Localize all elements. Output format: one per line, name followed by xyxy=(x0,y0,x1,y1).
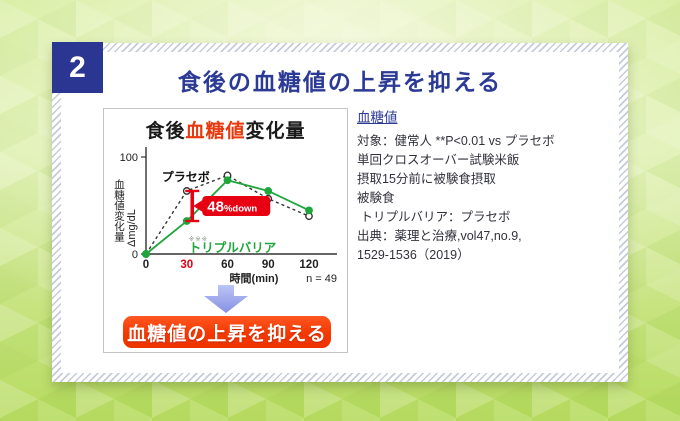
details-heading: 血糖値 xyxy=(357,110,398,125)
slide-card: 食後の血糖値の上昇を抑える 食後血糖値変化量 血糖値変化量 Δmg/dL 0 10… xyxy=(52,43,628,382)
x-tick-label: 90 xyxy=(262,259,275,271)
slide-number-badge: 2 xyxy=(52,42,103,93)
triplebarrier-point xyxy=(264,187,273,195)
placebo-line xyxy=(145,174,310,255)
y-tick-label: 100 xyxy=(120,152,138,164)
callout-badge xyxy=(202,195,271,216)
down-arrow-icon xyxy=(204,285,248,313)
line-chart: 0 100 0 30 60 90 120 時間(min) n = 49 プラセボ ※※※トリプルバリ… xyxy=(120,147,337,285)
detail-line: 出典：薬理と治療,vol47,no.9, xyxy=(357,229,522,243)
x-tick-label: 0 xyxy=(143,259,149,271)
chart-title: 食後血糖値変化量 xyxy=(104,116,347,143)
detail-line: 被験食 xyxy=(357,191,395,205)
x-tick-label: 30 xyxy=(180,259,193,271)
detail-line: 対象：健常人 **P<0.01 vs プラセボ xyxy=(357,134,555,148)
sample-size-label: n = 49 xyxy=(306,273,337,285)
study-details: 血糖値 対象：健常人 **P<0.01 vs プラセボ 単回クロスオーバー試験米… xyxy=(357,108,612,265)
callout-text: 48%down xyxy=(207,198,257,215)
triplebarrier-point xyxy=(223,176,232,185)
y-tick-label: 0 xyxy=(132,249,138,261)
chart-panel: 食後血糖値変化量 血糖値変化量 Δmg/dL 0 100 0 30 60 90 120 時間(… xyxy=(103,108,348,353)
detail-line: 1529-1536（2019） xyxy=(357,248,470,262)
triplebarrier-series-label: トリプルバリア xyxy=(189,240,277,255)
x-tick-label: 120 xyxy=(299,259,318,271)
triplebarrier-point xyxy=(305,206,313,215)
conclusion-banner: 血糖値の上昇を抑える xyxy=(123,316,331,348)
placebo-series-label: プラセボ xyxy=(162,169,210,184)
page-title: 食後の血糖値の上昇を抑える xyxy=(177,69,503,95)
chart-title-post: 変化量 xyxy=(245,121,306,142)
detail-line: 単回クロスオーバー試験米飯 xyxy=(357,153,520,167)
x-tick-label: 60 xyxy=(221,259,234,271)
chart-title-pre: 食後 xyxy=(145,121,186,142)
x-axis-title: 時間(min) xyxy=(230,271,279,285)
y-axis-title: 血糖値変化量 xyxy=(113,179,125,242)
slide-number: 2 xyxy=(69,50,86,84)
slide-card-inner: 食後の血糖値の上昇を抑える 食後血糖値変化量 血糖値変化量 Δmg/dL 0 10… xyxy=(61,52,619,373)
detail-line: 摂取15分前に被験食摂取 xyxy=(357,172,496,186)
down-arrow-shape xyxy=(204,285,248,313)
chart-title-highlight: 血糖値 xyxy=(185,121,246,142)
triplebarrier-note: ※※※ xyxy=(189,236,208,243)
callout-pointer xyxy=(193,198,205,213)
detail-line: トリプルバリア：プラセボ xyxy=(357,210,511,224)
triplebarrier-point xyxy=(142,250,150,258)
